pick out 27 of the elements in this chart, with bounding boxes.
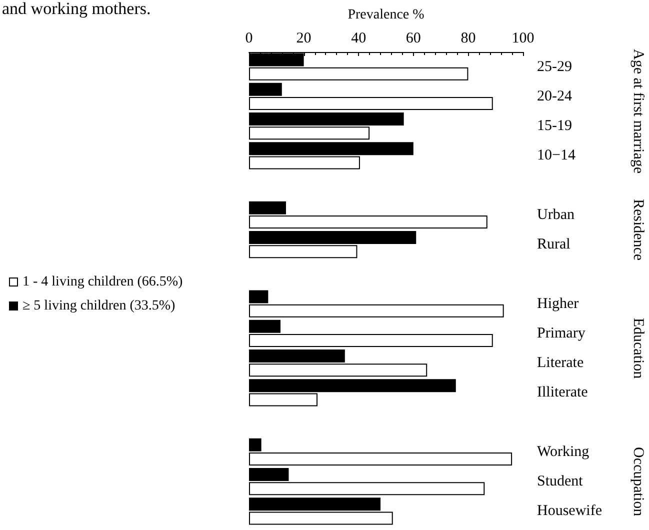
x-tick-label: 20	[296, 30, 312, 46]
y-tick-label: Literate	[537, 355, 584, 372]
y-tick-label: Illiterate	[537, 384, 588, 401]
x-axis-title: Prevalence %	[348, 8, 425, 22]
text: and working mothers.	[2, 0, 151, 18]
y-tick-label: Working	[537, 444, 590, 460]
text: Occupation	[630, 446, 646, 517]
y-tick-label: Higher	[537, 296, 579, 312]
y-tick-label: Rural	[537, 236, 570, 253]
x-tick-label: 100	[512, 30, 534, 46]
y-tick-label: Housewife	[537, 503, 602, 520]
text: Residence	[630, 198, 646, 261]
x-tick-label: 0	[245, 30, 253, 46]
y-tick-label: Primary	[537, 325, 586, 342]
legend-label: 1 - 4 living children (66.5%)	[22, 274, 184, 290]
text: Age at first marriage	[630, 48, 646, 174]
legend-label: ≥ 5 living children (33.5%)	[22, 298, 176, 314]
y-tick-label: Student	[537, 474, 584, 490]
x-tick-label: 60	[406, 30, 421, 46]
y-tick-label: 25-29	[537, 58, 572, 75]
y-tick-label: 10−14	[537, 148, 576, 164]
x-tick-label: 40	[351, 30, 366, 46]
y-tick-label: 20-24	[537, 88, 572, 104]
y-tick-label: 15-19	[537, 118, 572, 134]
y-tick-label: Urban	[537, 206, 575, 223]
text: Education	[630, 318, 646, 380]
x-tick-label: 80	[460, 30, 476, 46]
